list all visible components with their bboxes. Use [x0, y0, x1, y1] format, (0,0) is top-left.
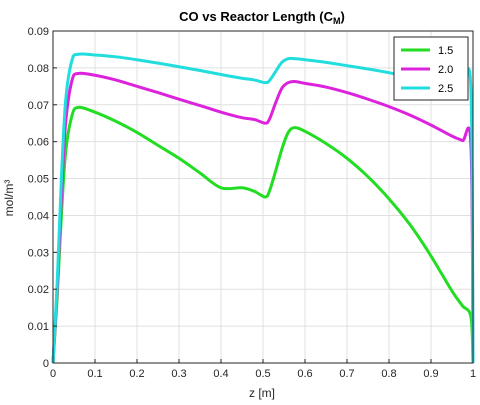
legend: 1.5 2.0 2.5 [393, 36, 469, 101]
x-tick-label: 0 [50, 368, 56, 380]
x-tick-label: 1 [470, 368, 476, 380]
x-tick-label: 0.5 [255, 368, 270, 380]
y-tick-label: 0.03 [28, 247, 49, 259]
chart-title-subscript: M [333, 16, 341, 26]
y-tick-label: 0.09 [28, 26, 49, 38]
x-tick-label: 0.2 [129, 368, 144, 380]
y-tick-label: 0.05 [28, 174, 49, 186]
x-tick-label: 0.4 [213, 368, 228, 380]
series-line-2-0 [51, 71, 475, 364]
legend-label: 2.5 [438, 83, 453, 95]
chart-title-main: CO vs Reactor Length (C [179, 9, 333, 24]
x-axis-label: z [m] [249, 386, 275, 400]
y-tick-label: 0 [43, 358, 49, 370]
chart-title: CO vs Reactor Length (CM) [179, 9, 345, 26]
x-tick-label: 0.9 [423, 368, 438, 380]
y-tick-label: 0.01 [28, 321, 49, 333]
x-tick-label: 0.7 [339, 368, 354, 380]
y-axis-label: mol/m³ [2, 180, 16, 217]
series-line-1-5 [51, 105, 475, 364]
y-tick-label: 0.08 [28, 63, 49, 75]
x-tick-label: 0.6 [297, 368, 312, 380]
ticks: 0 0.1 0.2 0.3 0.4 0.5 0.6 0.7 0.8 0.9 1 0 0.01 0.02 0.… [28, 26, 476, 380]
y-tick-label: 0.04 [28, 210, 49, 222]
legend-label: 2.0 [438, 64, 453, 76]
y-tick-label: 0.02 [28, 284, 49, 296]
y-tick-label: 0.07 [28, 100, 49, 112]
legend-label: 1.5 [438, 45, 453, 57]
x-tick-label: 0.1 [87, 368, 102, 380]
y-tick-label: 0.06 [28, 137, 49, 149]
chart-title-suffix: ) [341, 9, 345, 24]
x-tick-label: 0.8 [381, 368, 396, 380]
x-tick-label: 0.3 [171, 368, 186, 380]
